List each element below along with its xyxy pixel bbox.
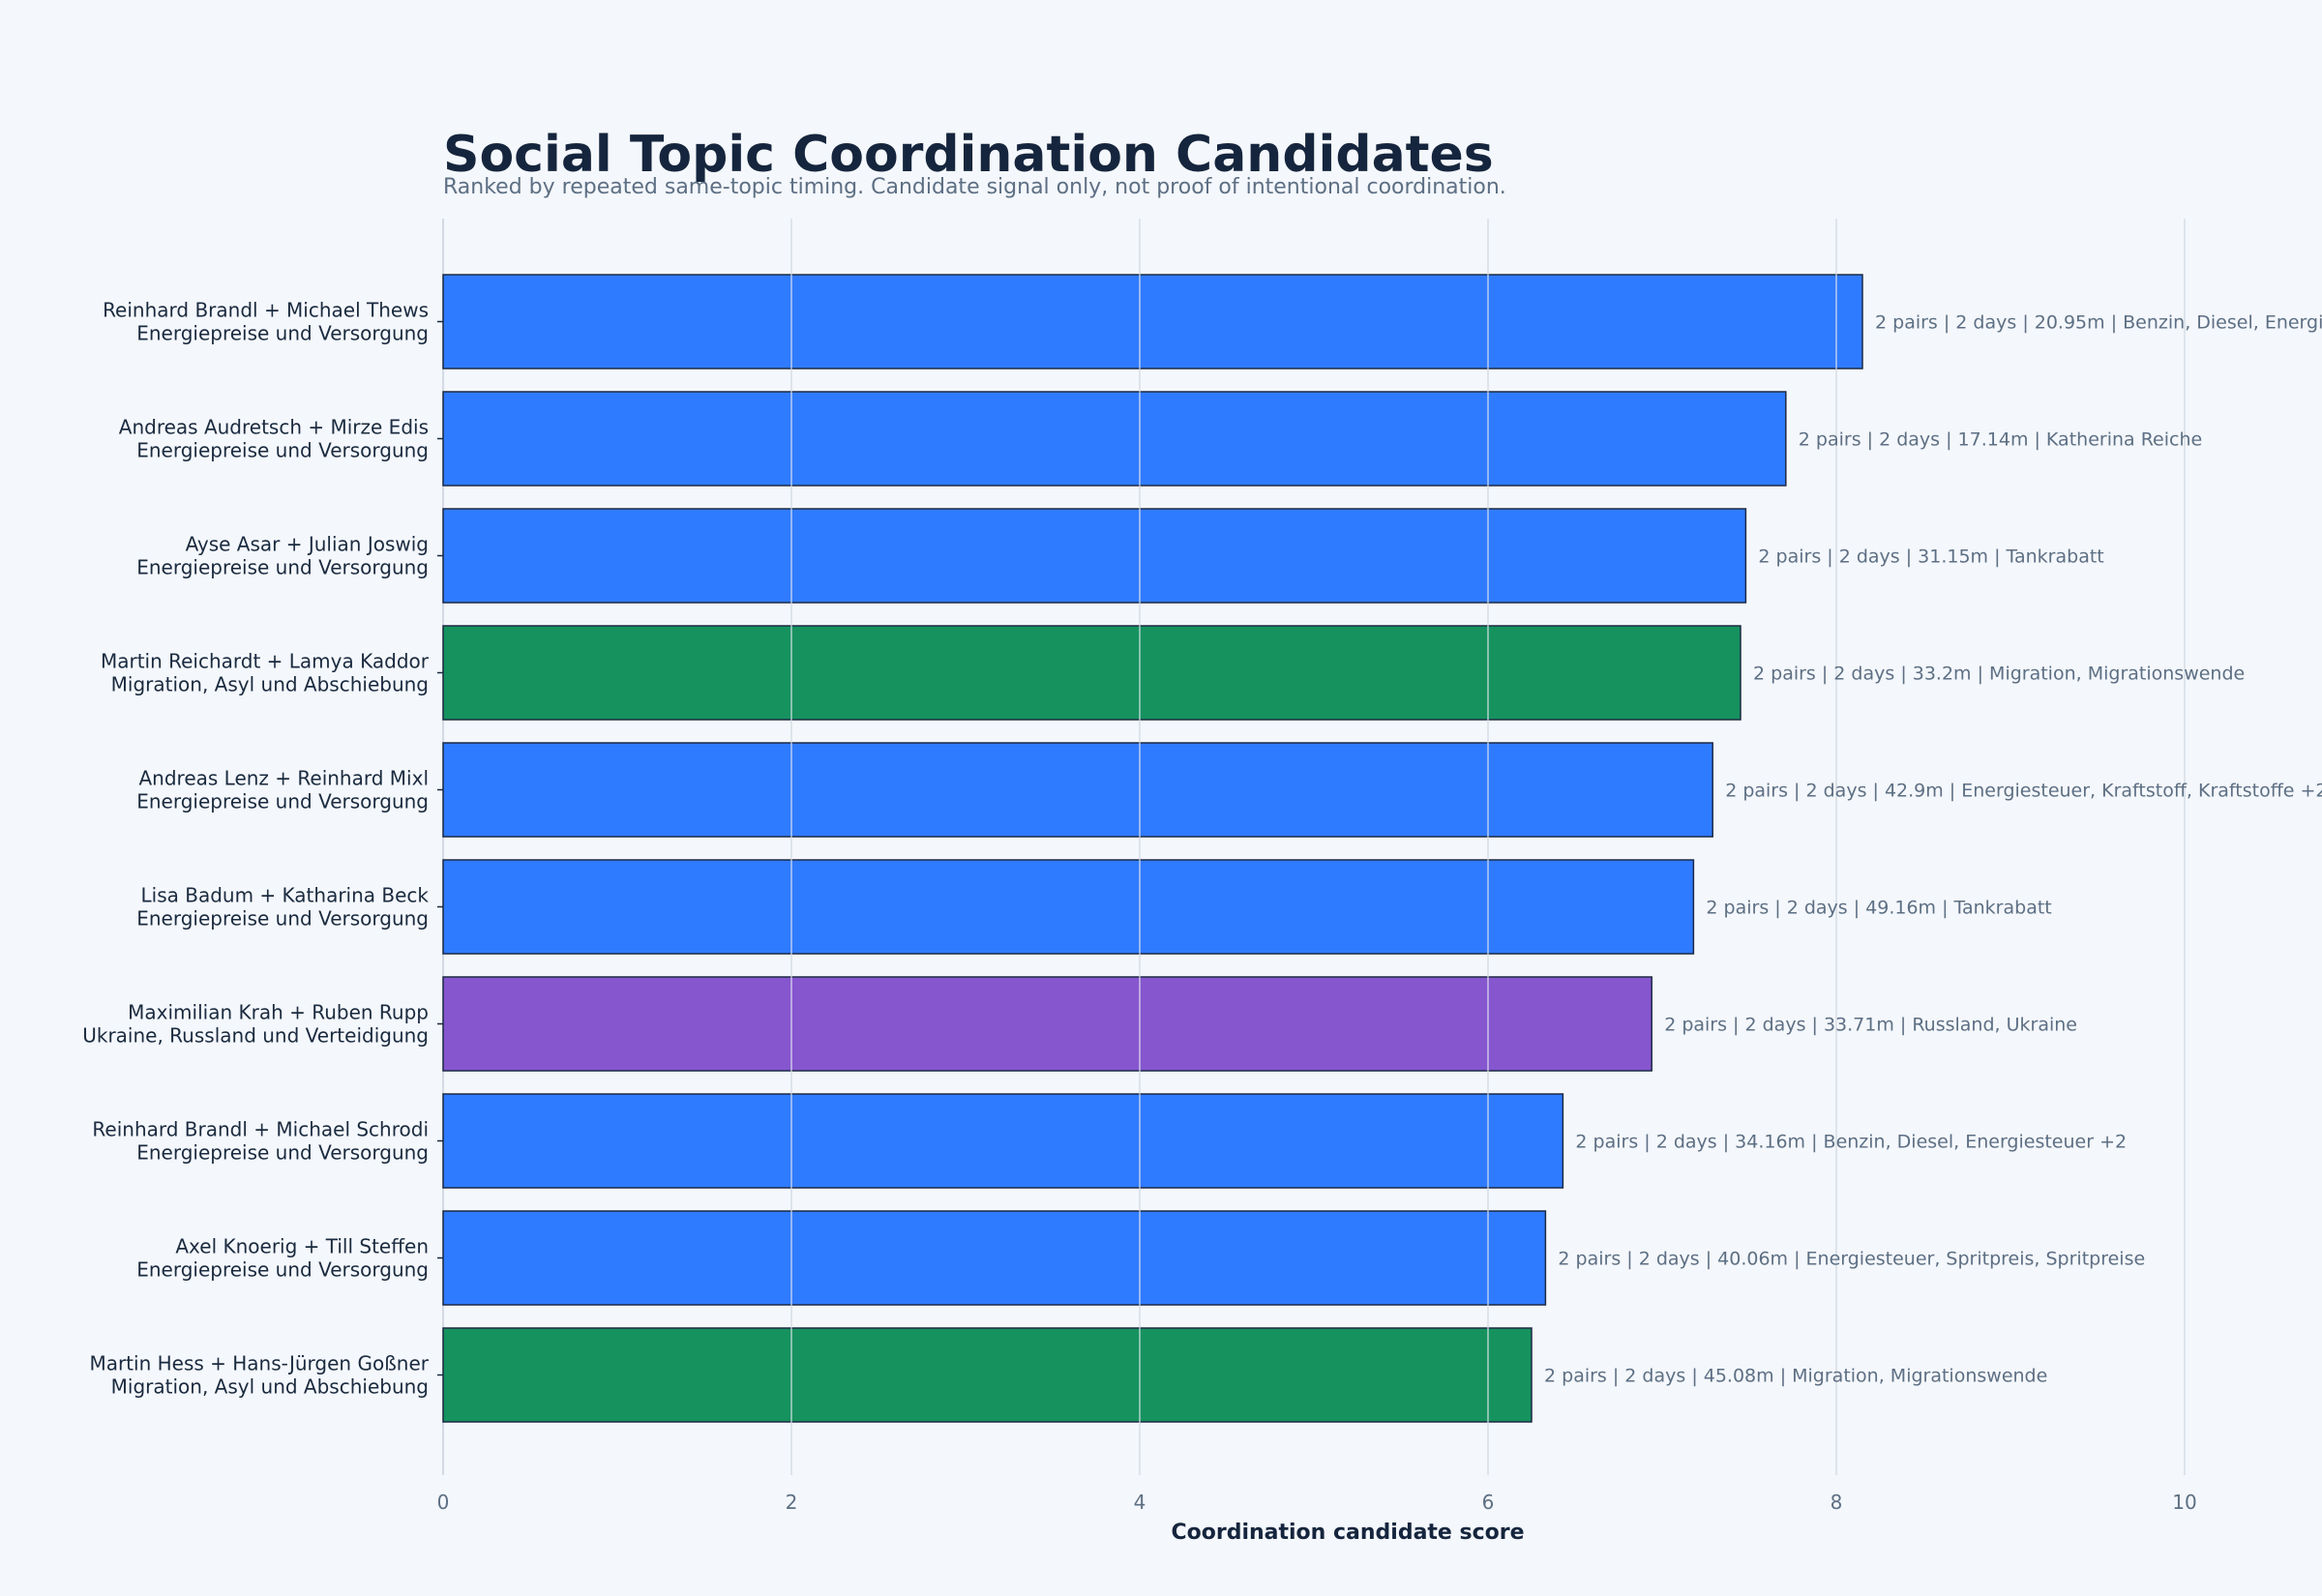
bar-annotation: 2 pairs | 2 days | 42.9m | Energiesteuer… — [1725, 781, 2322, 802]
bar-topic-label: Energiepreise und Versorgung — [136, 322, 429, 345]
bar-annotation: 2 pairs | 2 days | 17.14m | Katherina Re… — [1799, 429, 2202, 451]
bar-annotation: 2 pairs | 2 days | 45.08m | Migration, M… — [1544, 1366, 2047, 1387]
bar-topic-label: Energiepreise und Versorgung — [136, 1258, 429, 1282]
bar-annotation: 2 pairs | 2 days | 33.2m | Migration, Mi… — [1753, 664, 2245, 685]
bar-pair-label: Lisa Badum + Katharina Beck — [141, 884, 430, 907]
x-tick-label: 2 — [786, 1491, 798, 1514]
bar — [442, 1093, 1564, 1189]
bar-annotation: 2 pairs | 2 days | 33.71m | Russland, Uk… — [1664, 1015, 2077, 1036]
bar-topic-label: Energiepreise und Versorgung — [136, 907, 429, 931]
bar-pair-label: Ayse Asar + Julian Joswig — [186, 533, 429, 556]
bar — [442, 508, 1747, 604]
bar — [442, 1327, 1533, 1423]
bar-topic-label: Energiepreise und Versorgung — [136, 790, 429, 813]
bar — [442, 742, 1713, 838]
x-tick-label: 8 — [1831, 1491, 1843, 1514]
x-axis-label: Coordination candidate score — [1171, 1521, 1524, 1545]
bar-topic-label: Migration, Asyl und Abschiebung — [111, 673, 429, 696]
bar-topic-label: Migration, Asyl und Abschiebung — [111, 1375, 429, 1399]
bar — [442, 391, 1787, 487]
chart-subtitle: Ranked by repeated same-topic timing. Ca… — [443, 175, 1506, 199]
bar — [442, 1210, 1547, 1306]
chart-title: Social Topic Coordination Candidates — [443, 126, 1494, 184]
bars-layer — [442, 274, 1863, 1423]
bar-annotation: 2 pairs | 2 days | 31.15m | Tankrabatt — [1758, 547, 2103, 568]
bar-pair-label: Maximilian Krah + Ruben Rupp — [128, 1001, 429, 1024]
bar-pair-label: Reinhard Brandl + Michael Thews — [103, 299, 429, 322]
bar-annotation: 2 pairs | 2 days | 49.16m | Tankrabatt — [1706, 898, 2051, 919]
bar-topic-label: Ukraine, Russland und Verteidigung — [82, 1024, 429, 1048]
bar — [442, 625, 1742, 721]
x-tick-label: 6 — [1482, 1491, 1495, 1514]
gridline-overlay — [790, 219, 2186, 1475]
bar-pair-label: Andreas Lenz + Reinhard Mixl — [138, 767, 429, 790]
x-tick-label: 10 — [2172, 1491, 2196, 1514]
bar-pair-label: Andreas Audretsch + Mirze Edis — [119, 416, 429, 439]
bar-annotation: 2 pairs | 2 days | 34.16m | Benzin, Dies… — [1575, 1132, 2127, 1153]
bar-annotation: 2 pairs | 2 days | 20.95m | Benzin, Dies… — [1875, 312, 2322, 334]
x-axis-ticks: 0 2 4 6 8 10 — [437, 320, 2197, 1514]
x-tick-label: 4 — [1134, 1491, 1146, 1514]
bar — [442, 976, 1652, 1072]
bar-annotation: 2 pairs | 2 days | 40.06m | Energiesteue… — [1558, 1249, 2145, 1270]
bar — [442, 274, 1863, 369]
bar — [442, 859, 1695, 955]
labels-layer: Reinhard Brandl + Michael ThewsEnergiepr… — [82, 299, 2322, 1399]
bar-pair-label: Martin Reichardt + Lamya Kaddor — [101, 650, 430, 673]
bar-topic-label: Energiepreise und Versorgung — [136, 556, 429, 579]
x-tick-label: 0 — [437, 1491, 450, 1514]
bar-pair-label: Martin Hess + Hans-Jürgen Goßner — [89, 1352, 429, 1375]
bar-topic-label: Energiepreise und Versorgung — [136, 439, 429, 462]
bar-pair-label: Axel Knoerig + Till Steffen — [175, 1235, 429, 1258]
bar-topic-label: Energiepreise und Versorgung — [136, 1141, 429, 1165]
bar-pair-label: Reinhard Brandl + Michael Schrodi — [92, 1118, 429, 1141]
